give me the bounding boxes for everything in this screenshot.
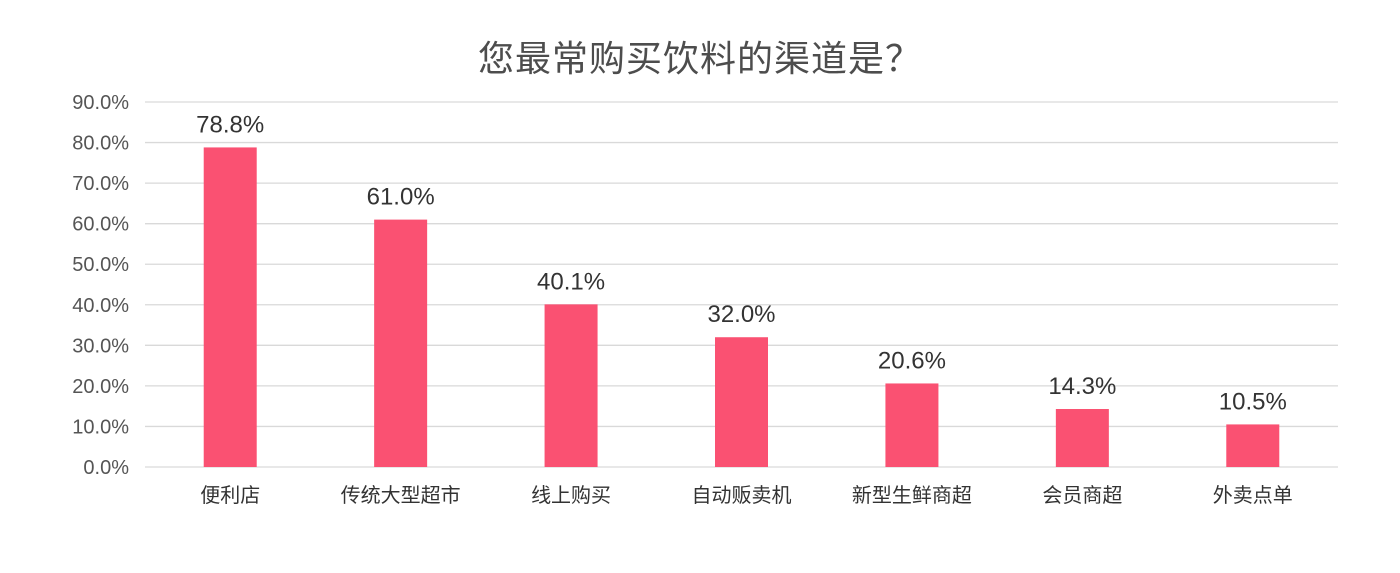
bar (374, 219, 428, 467)
data-label: 78.8% (196, 111, 264, 138)
data-label: 40.1% (537, 268, 605, 295)
data-label: 20.6% (878, 347, 946, 374)
data-label: 61.0% (367, 184, 435, 211)
x-category-label: 线上购买 (531, 483, 611, 507)
bar (715, 337, 768, 467)
data-label: 10.5% (1219, 388, 1287, 415)
data-label: 32.0% (707, 301, 775, 328)
bars (203, 147, 1280, 467)
chart-title: 您最常购买饮料的渠道是？ (477, 39, 922, 80)
bar (885, 383, 939, 467)
y-tick-label: 10.0% (72, 416, 129, 438)
y-tick-label: 70.0% (72, 173, 129, 195)
y-tick-label: 80.0% (72, 133, 129, 155)
y-tick-label: 0.0% (83, 457, 129, 479)
y-tick-label: 20.0% (72, 376, 129, 398)
x-category-label: 自动贩卖机 (692, 483, 792, 507)
x-category-label: 外卖点单 (1213, 483, 1293, 507)
x-category-label: 传统大型超市 (341, 483, 461, 507)
x-axis-category-labels: 便利店 传统大型超市 线上购买 自动贩卖机 新型生鲜商超 会员商超 外卖点单 (200, 483, 1293, 507)
y-axis-tick-labels: 0.0% 10.0% 20.0% 30.0% 40.0% 50.0% 60.0% 70.0% 8… (72, 92, 129, 479)
data-label: 14.3% (1048, 373, 1116, 400)
y-tick-label: 60.0% (72, 214, 129, 236)
bar (1226, 424, 1280, 467)
y-tick-label: 50.0% (72, 254, 129, 276)
x-category-label: 便利店 (200, 483, 260, 507)
y-tick-label: 90.0% (72, 92, 129, 114)
y-tick-label: 40.0% (72, 295, 129, 317)
y-tick-label: 30.0% (72, 335, 129, 357)
data-labels: 78.8% 61.0% 40.1% 32.0% 20.6% 14.3% 10.5% (196, 111, 1287, 415)
bar (1055, 409, 1109, 467)
bar (544, 304, 598, 467)
x-category-label: 新型生鲜商超 (852, 483, 972, 507)
bar (203, 147, 257, 467)
x-category-label: 会员商超 (1042, 483, 1122, 507)
